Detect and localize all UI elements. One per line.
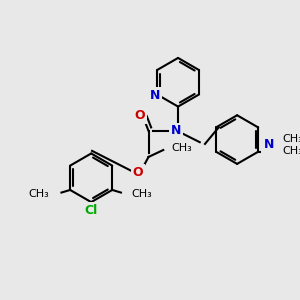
Text: CH₃: CH₃ [28,189,49,199]
Text: CH₃: CH₃ [171,143,192,153]
Text: O: O [133,166,143,179]
Text: N: N [263,138,274,151]
Text: N: N [171,124,181,137]
Text: CH₃: CH₃ [283,134,300,144]
Text: CH₃: CH₃ [131,189,152,199]
Text: N: N [150,89,160,102]
Text: CH₃: CH₃ [283,146,300,156]
Text: Cl: Cl [85,204,98,217]
Text: O: O [134,109,145,122]
